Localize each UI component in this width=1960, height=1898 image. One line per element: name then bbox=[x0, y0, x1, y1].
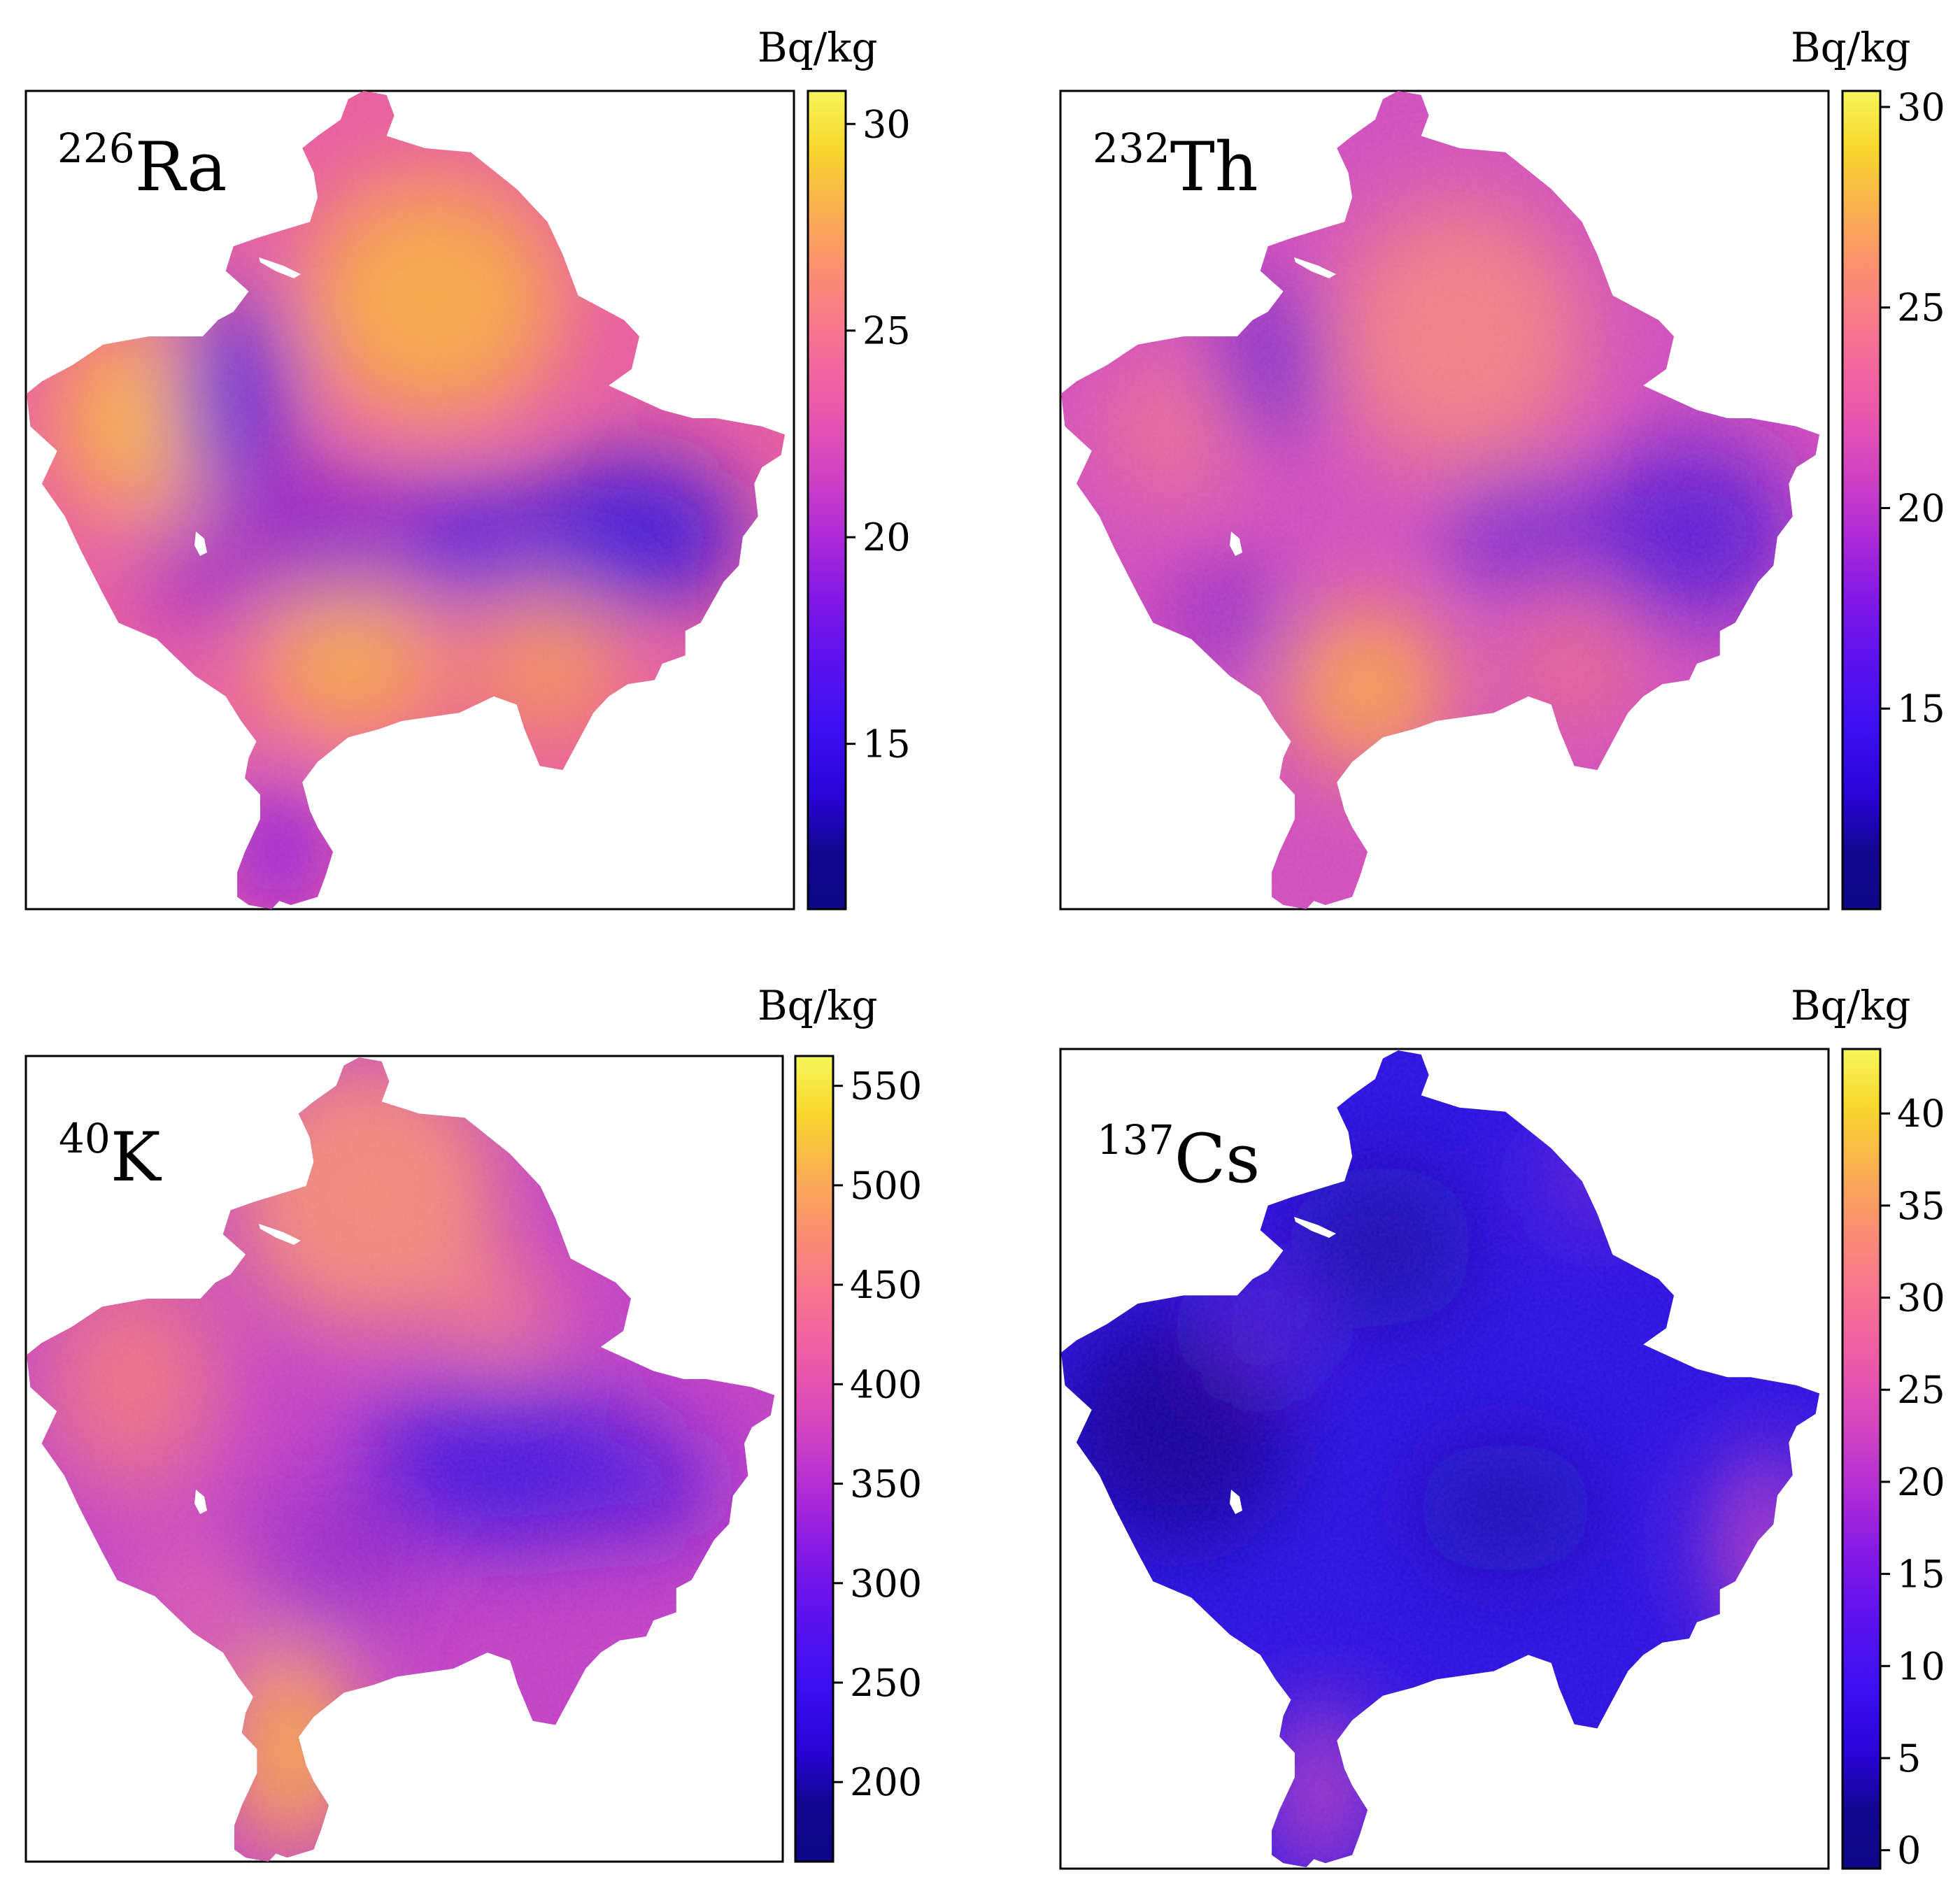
colorbar-tick-label: 550 bbox=[850, 1064, 922, 1108]
isotope-label: 226Ra bbox=[57, 124, 227, 206]
colorbar-tick-label: 25 bbox=[862, 309, 911, 353]
colorbar-unit: Bq/kg bbox=[758, 982, 878, 1029]
colorbar-tick-label: 0 bbox=[1897, 1829, 1921, 1873]
isotope-symbol: K bbox=[111, 1118, 162, 1197]
colorbar-tick-label: 15 bbox=[1897, 687, 1945, 731]
colorbar-tick-label: 20 bbox=[862, 515, 911, 559]
colorbar-tick-label: 25 bbox=[1897, 286, 1945, 330]
isotope-label: 137Cs bbox=[1097, 1116, 1260, 1198]
colorbar bbox=[794, 1055, 835, 1863]
isotope-mass: 40 bbox=[59, 1115, 111, 1162]
isotope-symbol: Ra bbox=[135, 128, 227, 206]
colorbar-ticks: 0 5 10 15 20 25 30 35 40 bbox=[1880, 1092, 1945, 1873]
isotope-mass: 226 bbox=[57, 124, 135, 172]
colorbar-tick-label: 450 bbox=[850, 1263, 922, 1307]
colorbar-tick-label: 20 bbox=[1897, 486, 1945, 530]
colorbar-unit: Bq/kg bbox=[1791, 24, 1911, 71]
colorbar-tick-label: 30 bbox=[862, 102, 911, 146]
colorbar bbox=[1841, 1048, 1882, 1870]
colorbar-ticks: 15 20 25 30 bbox=[1880, 85, 1945, 731]
colorbar-tick-label: 10 bbox=[1897, 1644, 1945, 1688]
colorbar bbox=[807, 90, 847, 911]
colorbar-tick-label: 300 bbox=[850, 1562, 922, 1606]
colorbar-tick-label: 350 bbox=[850, 1462, 922, 1506]
colorbar-tick-label: 5 bbox=[1897, 1736, 1921, 1781]
colorbar-tick-label: 200 bbox=[850, 1760, 922, 1804]
colorbar-tick-label: 30 bbox=[1897, 85, 1945, 129]
panel-cs137: 137Cs Bq/kg 0 5 10 15 20 25 30 35 40 bbox=[1059, 982, 1945, 1873]
colorbar-unit: Bq/kg bbox=[758, 24, 878, 71]
panel-th232: 232Th Bq/kg 15 20 25 30 bbox=[1059, 24, 1945, 911]
colorbar-tick-label: 20 bbox=[1897, 1460, 1945, 1504]
colorbar-tick-label: 15 bbox=[1897, 1553, 1945, 1597]
isotope-mass: 232 bbox=[1093, 124, 1170, 172]
colorbar-tick-label: 250 bbox=[850, 1661, 922, 1705]
colorbar-tick-label: 500 bbox=[850, 1164, 922, 1208]
isotope-mass: 137 bbox=[1097, 1116, 1174, 1164]
isotope-label: 40K bbox=[59, 1115, 162, 1197]
lakes bbox=[194, 257, 1336, 1514]
panel-k40: 40K Bq/kg 200 250 300 350 400 450 500 550 bbox=[24, 982, 922, 1863]
isotope-symbol: Th bbox=[1170, 128, 1258, 206]
colorbar bbox=[1841, 90, 1882, 911]
colorbar-tick-label: 400 bbox=[850, 1362, 922, 1406]
colorbar-tick-label: 35 bbox=[1897, 1184, 1945, 1228]
colorbar-tick-label: 30 bbox=[1897, 1276, 1945, 1320]
colorbar-tick-label: 40 bbox=[1897, 1092, 1945, 1136]
isotope-label: 232Th bbox=[1093, 124, 1258, 206]
isotope-symbol: Cs bbox=[1174, 1120, 1260, 1198]
colorbar-tick-label: 15 bbox=[862, 722, 911, 766]
colorbar-ticks: 200 250 300 350 400 450 500 550 bbox=[833, 1064, 922, 1804]
colorbar-unit: Bq/kg bbox=[1791, 982, 1911, 1029]
colorbar-tick-label: 25 bbox=[1897, 1368, 1945, 1412]
panel-ra226: 226Ra Bq/kg 15 20 25 30 bbox=[24, 24, 911, 911]
colorbar-ticks: 15 20 25 30 bbox=[846, 102, 911, 766]
